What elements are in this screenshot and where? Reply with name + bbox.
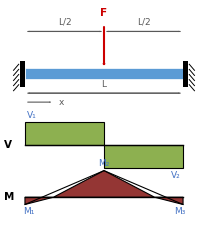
Polygon shape	[25, 197, 53, 204]
Text: L: L	[102, 80, 106, 89]
Text: L/2: L/2	[58, 17, 71, 26]
Text: V₁: V₁	[27, 111, 37, 120]
FancyBboxPatch shape	[183, 60, 188, 87]
Text: V: V	[4, 140, 12, 150]
Text: V₂: V₂	[171, 171, 181, 180]
Text: M₂: M₂	[98, 159, 110, 168]
Text: M₁: M₁	[23, 207, 34, 216]
FancyBboxPatch shape	[25, 68, 183, 79]
Text: F: F	[100, 8, 108, 18]
Text: L/2: L/2	[137, 17, 150, 26]
Text: x: x	[58, 98, 64, 107]
Text: M₃: M₃	[174, 207, 185, 216]
Polygon shape	[25, 122, 104, 145]
Polygon shape	[104, 145, 183, 168]
Polygon shape	[53, 171, 155, 197]
Polygon shape	[155, 197, 183, 204]
FancyBboxPatch shape	[20, 60, 25, 87]
Text: M: M	[4, 192, 15, 202]
